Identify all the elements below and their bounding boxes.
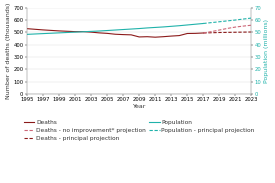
Y-axis label: Population (millions): Population (millions) [265, 19, 270, 83]
Y-axis label: Number of deaths (thousands): Number of deaths (thousands) [6, 3, 10, 99]
X-axis label: Year: Year [133, 104, 146, 109]
Legend: Deaths, Deaths - no improvement* projection, Deaths - principal projection, Popu: Deaths, Deaths - no improvement* project… [21, 117, 257, 143]
